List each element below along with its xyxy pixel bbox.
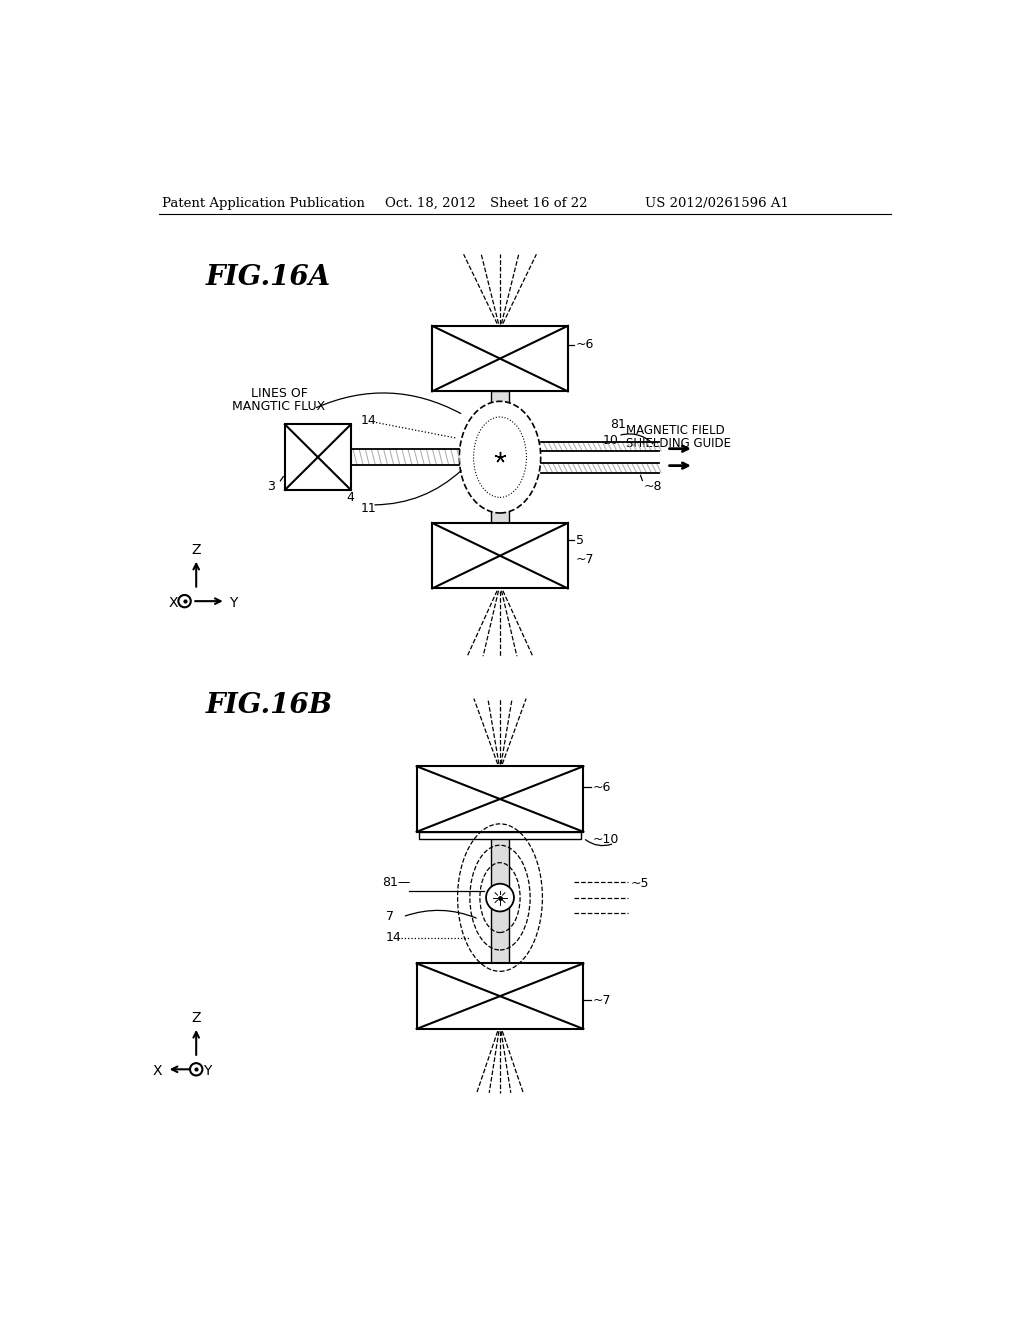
Text: ~6: ~6 <box>575 338 594 351</box>
Text: 4: 4 <box>346 491 354 504</box>
Text: ~7: ~7 <box>593 994 611 1007</box>
Text: 81: 81 <box>610 418 627 432</box>
Text: ~10: ~10 <box>593 833 618 846</box>
Text: LINES OF: LINES OF <box>251 387 307 400</box>
Circle shape <box>486 884 514 911</box>
Text: ~8: ~8 <box>643 480 662 492</box>
Text: Patent Application Publication: Patent Application Publication <box>162 197 366 210</box>
Bar <box>492 832 509 964</box>
Text: Y: Y <box>203 1064 211 1078</box>
Bar <box>417 964 584 1028</box>
Text: US 2012/0261596 A1: US 2012/0261596 A1 <box>645 197 788 210</box>
Bar <box>285 425 351 490</box>
Text: Z: Z <box>191 543 201 557</box>
Text: ~6: ~6 <box>593 781 611 795</box>
Text: 11: 11 <box>360 502 376 515</box>
Text: 10: 10 <box>603 434 618 446</box>
Text: MAGNETIC FIELD: MAGNETIC FIELD <box>626 424 725 437</box>
Text: 5: 5 <box>575 533 584 546</box>
Text: FIG.16A: FIG.16A <box>206 264 331 292</box>
Bar <box>432 523 568 589</box>
Text: Oct. 18, 2012: Oct. 18, 2012 <box>385 197 475 210</box>
Text: 7: 7 <box>386 911 393 924</box>
Circle shape <box>190 1063 203 1076</box>
Bar <box>417 767 584 832</box>
Text: ~7: ~7 <box>575 553 594 566</box>
Bar <box>492 391 509 523</box>
Ellipse shape <box>460 401 541 513</box>
Text: X: X <box>153 1064 162 1078</box>
Text: MANGTIC FLUX: MANGTIC FLUX <box>232 400 326 413</box>
Bar <box>419 832 582 840</box>
Text: X: X <box>168 595 178 610</box>
Text: ~5: ~5 <box>630 878 648 890</box>
Text: Z: Z <box>191 1011 201 1024</box>
Text: Y: Y <box>229 595 238 610</box>
Text: Sheet 16 of 22: Sheet 16 of 22 <box>490 197 588 210</box>
Bar <box>432 326 568 391</box>
Text: 14: 14 <box>360 413 376 426</box>
Text: 14: 14 <box>386 931 401 944</box>
Circle shape <box>178 595 190 607</box>
Text: SHIELDING GUIDE: SHIELDING GUIDE <box>626 437 731 450</box>
Text: 81—: 81— <box>382 875 411 888</box>
Text: 3: 3 <box>267 480 274 492</box>
Text: FIG.16B: FIG.16B <box>206 692 333 718</box>
